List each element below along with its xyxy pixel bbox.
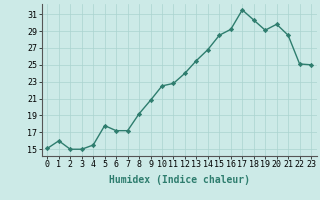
X-axis label: Humidex (Indice chaleur): Humidex (Indice chaleur) [109,175,250,185]
